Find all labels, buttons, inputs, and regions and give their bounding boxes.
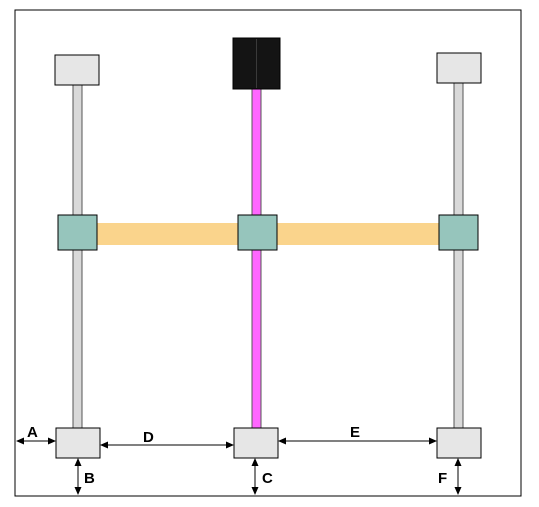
left-rail	[72, 84, 83, 431]
label-e: E	[350, 424, 360, 441]
label-c: C	[262, 470, 273, 487]
left-carriage-block	[57, 214, 98, 251]
left-top-block	[54, 54, 100, 86]
center-bottom-block	[233, 427, 279, 459]
center-rail	[251, 87, 262, 431]
label-d: D	[143, 429, 154, 446]
outer-frame	[14, 9, 522, 497]
right-top-block	[436, 52, 482, 84]
left-bottom-block	[55, 427, 101, 459]
label-a: A	[27, 424, 38, 441]
label-f: F	[438, 470, 447, 487]
label-b: B	[84, 470, 95, 487]
center-carriage-block	[237, 214, 278, 251]
right-rail	[453, 82, 464, 431]
right-bottom-block	[436, 427, 482, 459]
right-carriage-block	[438, 214, 479, 251]
